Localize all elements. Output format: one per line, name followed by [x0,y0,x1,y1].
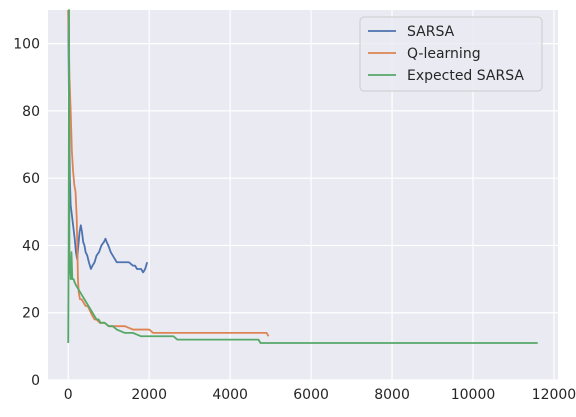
y-tick-label: 40 [22,238,40,254]
series-line-expected-sarsa [67,9,538,344]
x-tick-label: 0 [64,387,73,403]
y-tick-label: 60 [22,171,40,187]
x-tick-label: 8000 [374,387,410,403]
legend-box [359,16,543,92]
legend-label: SARSA [407,24,455,40]
x-tick-label: 6000 [293,387,329,403]
series-line-sarsa [67,9,149,274]
x-tick-label: 4000 [212,387,248,403]
legend-label: Expected SARSA [407,68,524,84]
series-lines [67,9,538,344]
x-tick-label: 12000 [532,387,576,403]
legend-label: Q-learning [407,46,481,62]
x-tick-label: 2000 [131,387,167,403]
gridlines [48,10,558,381]
series-line-q-learning [67,9,270,337]
y-tick-label: 80 [22,104,40,120]
x-axis-ticks: 0 2000 4000 6000 8000 10000 12000 [64,387,576,403]
y-tick-label: 100 [13,37,40,53]
y-axis-ticks: 0 20 40 60 80 100 [13,37,40,389]
legend: SARSA Q-learning Expected SARSA [359,16,543,92]
y-tick-label: 0 [31,373,40,389]
x-tick-label: 10000 [451,387,496,403]
y-tick-label: 20 [22,306,40,322]
